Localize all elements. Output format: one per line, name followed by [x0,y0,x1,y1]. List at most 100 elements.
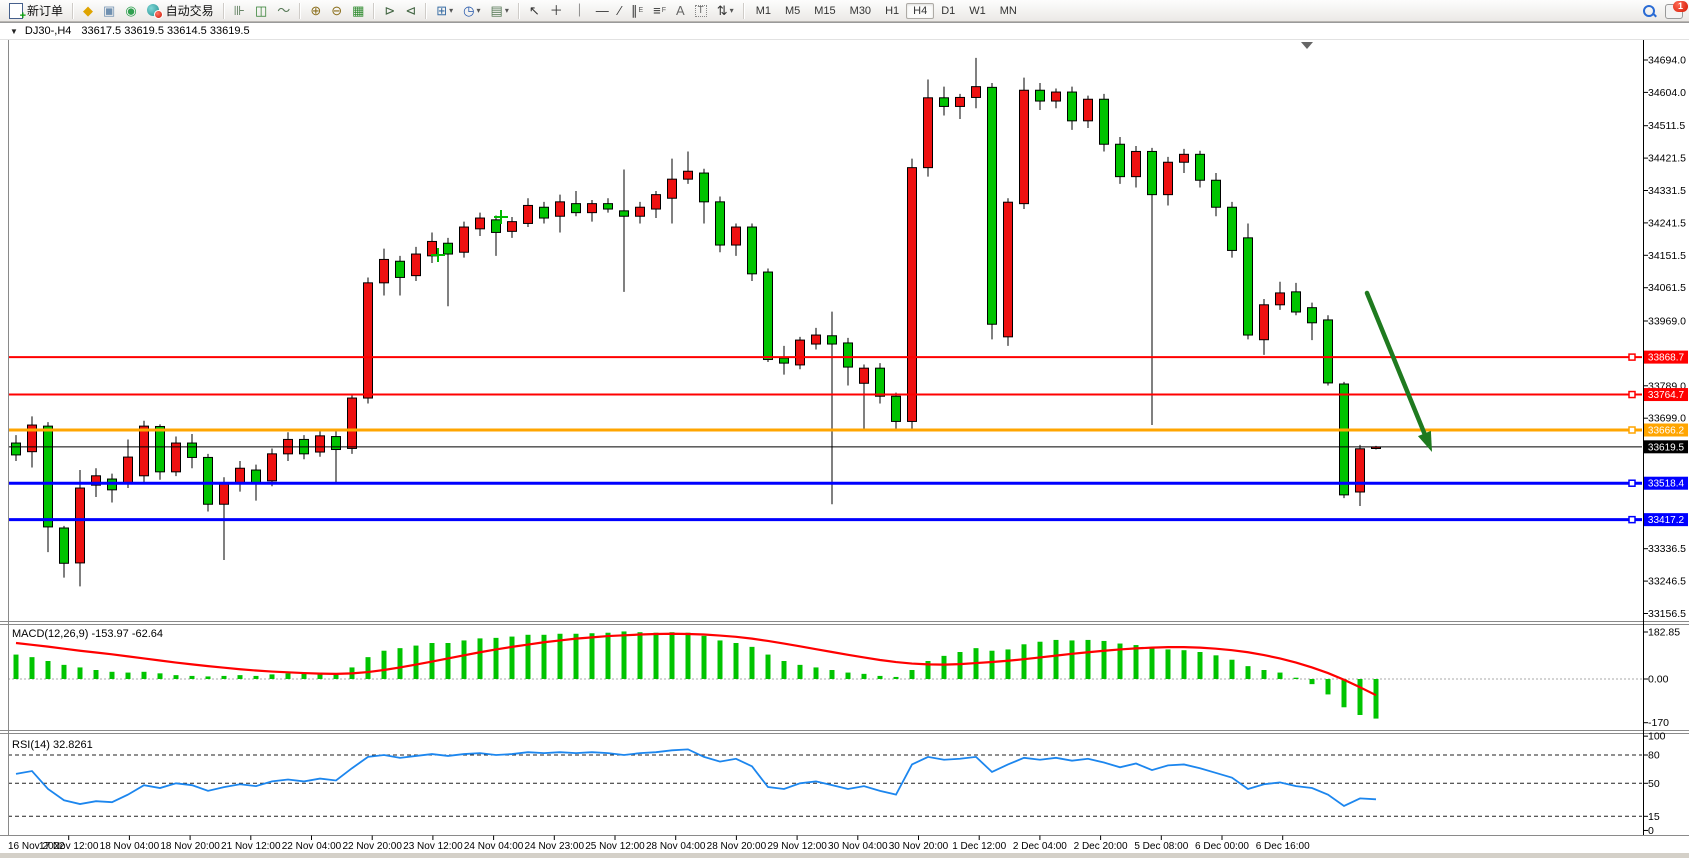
svg-text:30 Nov 04:00: 30 Nov 04:00 [828,841,888,852]
ohlc-values: 33617.5 33619.5 33614.5 33619.5 [81,25,250,37]
vline-tool-glyph: ｜ [572,3,586,18]
svg-text:18 Nov 20:00: 18 Nov 20:00 [160,841,220,852]
new-order-icon: + [9,2,26,22]
svg-text:23 Nov 12:00: 23 Nov 12:00 [403,841,463,852]
search-lens [1643,4,1655,17]
toolbar-separator [72,2,75,19]
svg-text:34151.5: 34151.5 [1648,250,1686,262]
tf-D1[interactable]: D1 [941,4,956,17]
candlestick-chart-icon-glyph: ◫ [255,3,268,18]
mql-community-icon[interactable]: ◆ [78,0,98,22]
rsi-pane[interactable] [8,748,1642,817]
vline-tool[interactable]: ｜ [568,0,591,22]
channel-tool[interactable]: ∥ E [626,0,648,22]
template-button[interactable]: ▤ ▾ [486,0,514,22]
svg-text:33699.0: 33699.0 [1648,413,1686,425]
channel-tool-glyph: ∥ [630,3,638,18]
horizontal-lines[interactable] [8,353,1642,524]
text-tool[interactable]: A [671,0,690,22]
dropdown-arrow-icon: ▾ [729,6,734,15]
svg-text:15: 15 [1648,811,1660,823]
svg-text:50: 50 [1648,778,1660,790]
tf-M30[interactable]: M30 [849,4,872,17]
auto-scroll-icon[interactable]: ⊳ [379,0,400,22]
svg-text:34241.5: 34241.5 [1648,217,1686,229]
tf-MN[interactable]: MN [999,4,1017,17]
period-button[interactable]: ◷ ▾ [458,0,485,22]
tf-H1[interactable]: H1 [885,4,900,17]
tf-W1[interactable]: W1 [969,4,986,17]
line-chart-icon[interactable]: ～ [272,0,295,22]
svg-text:28 Nov 04:00: 28 Nov 04:00 [646,841,706,852]
svg-text:34694.0: 34694.0 [1648,55,1686,67]
tile-windows-icon[interactable]: ▦ [347,0,369,22]
svg-text:0.00: 0.00 [1648,674,1669,686]
collapse-icon[interactable]: ▼ [10,26,18,36]
hline-tool[interactable]: — [591,0,614,22]
text-tool-glyph: A [675,3,685,18]
bar-chart-icon[interactable]: ⊪ [229,0,250,22]
tf-M5[interactable]: M5 [784,4,801,17]
tile-windows-icon-glyph: ▦ [352,3,365,18]
autotrade-icon [146,3,163,19]
svg-text:182.85: 182.85 [1648,626,1680,638]
svg-text:34604.0: 34604.0 [1648,87,1686,99]
fibonacci-tool[interactable]: ≡ F [648,0,671,22]
trendline-tool[interactable]: ∕ [614,0,626,22]
arrows-tool-glyph: ⇅ [716,3,728,18]
plus-icon: + [19,9,26,22]
svg-text:0: 0 [1648,825,1654,837]
macd-pane[interactable] [8,631,1642,719]
tool-sub-label: F [661,7,666,14]
profile-icon[interactable]: ▣ [98,0,120,22]
tf-M1[interactable]: M1 [755,4,771,17]
signals-icon-glyph: ◉ [125,3,137,18]
autotrade-button[interactable]: 自动交易 [142,0,219,22]
label-tool[interactable]: T [690,0,712,22]
cursor-tool[interactable]: ↖ [524,0,545,22]
new-chart-button-glyph: ⊞ [436,3,448,18]
svg-text:30 Nov 20:00: 30 Nov 20:00 [889,841,949,852]
new-order-button[interactable]: + 新订单 [4,0,68,22]
crosshair-tool[interactable]: ＋ [545,0,568,22]
svg-text:6 Dec 16:00: 6 Dec 16:00 [1256,841,1310,852]
svg-text:34061.5: 34061.5 [1648,282,1686,294]
svg-text:33619.5: 33619.5 [1648,442,1685,453]
macd-label: MACD(12,26,9) -153.97 -62.64 [12,628,163,640]
svg-text:33969.0: 33969.0 [1648,316,1686,328]
chart-shift-icon[interactable]: ⊲ [400,0,421,22]
toolbar: + 新订单 ◆ ▣ ◉ 自动交易 ⊪ ◫ ～ ⊕ ⊖ ▦ ⊳ ⊲ ⊞ ▾ ◷ ▾ ▤ ▾ ↖ ＋｜ — ∕ ∥ E ≡ F A T ⇅ ▾ M1… [0,0,1689,22]
search-handle [1652,12,1657,17]
zoom-out-button[interactable]: ⊖ [326,0,347,22]
crosshair-tool-glyph: ＋ [549,3,563,18]
template-button-glyph: ▤ [490,3,503,18]
trade-plus-markers [431,210,508,262]
svg-text:16 Nov 2022: 16 Nov 2022 [8,841,65,852]
search-icon[interactable] [1642,4,1657,19]
notifications-icon[interactable]: 1 [1665,0,1688,19]
pane-borders [0,40,1689,836]
autotrade-label: 自动交易 [165,4,214,18]
zoom-in-button[interactable]: ⊕ [305,0,326,22]
svg-text:22 Nov 04:00: 22 Nov 04:00 [282,841,342,852]
new-chart-button[interactable]: ⊞ ▾ [431,0,458,22]
arrows-tool[interactable]: ⇅ ▾ [712,0,739,22]
tf-H4[interactable]: H4 [906,2,935,19]
toolbar-separator [742,2,745,19]
svg-text:1 Dec 12:00: 1 Dec 12:00 [952,841,1006,852]
svg-text:22 Nov 20:00: 22 Nov 20:00 [342,841,402,852]
toolbar-separator [425,2,428,19]
toolbar-separator [299,2,302,19]
svg-text:33518.4: 33518.4 [1648,479,1685,490]
svg-text:2 Dec 04:00: 2 Dec 04:00 [1013,841,1067,852]
svg-text:33764.7: 33764.7 [1648,390,1685,401]
chart-canvas[interactable]: 34694.0 34604.0 34511.5 34421.5 34331.5 34241… [0,40,1689,858]
signals-icon[interactable]: ◉ [120,0,141,22]
tf-M15[interactable]: M15 [814,4,836,17]
zoom-in-button-glyph: ⊕ [310,3,322,18]
sell-arrow-annotation[interactable] [1364,290,1432,452]
svg-text:5 Dec 08:00: 5 Dec 08:00 [1134,841,1188,852]
candlestick-chart-icon[interactable]: ◫ [250,0,272,22]
